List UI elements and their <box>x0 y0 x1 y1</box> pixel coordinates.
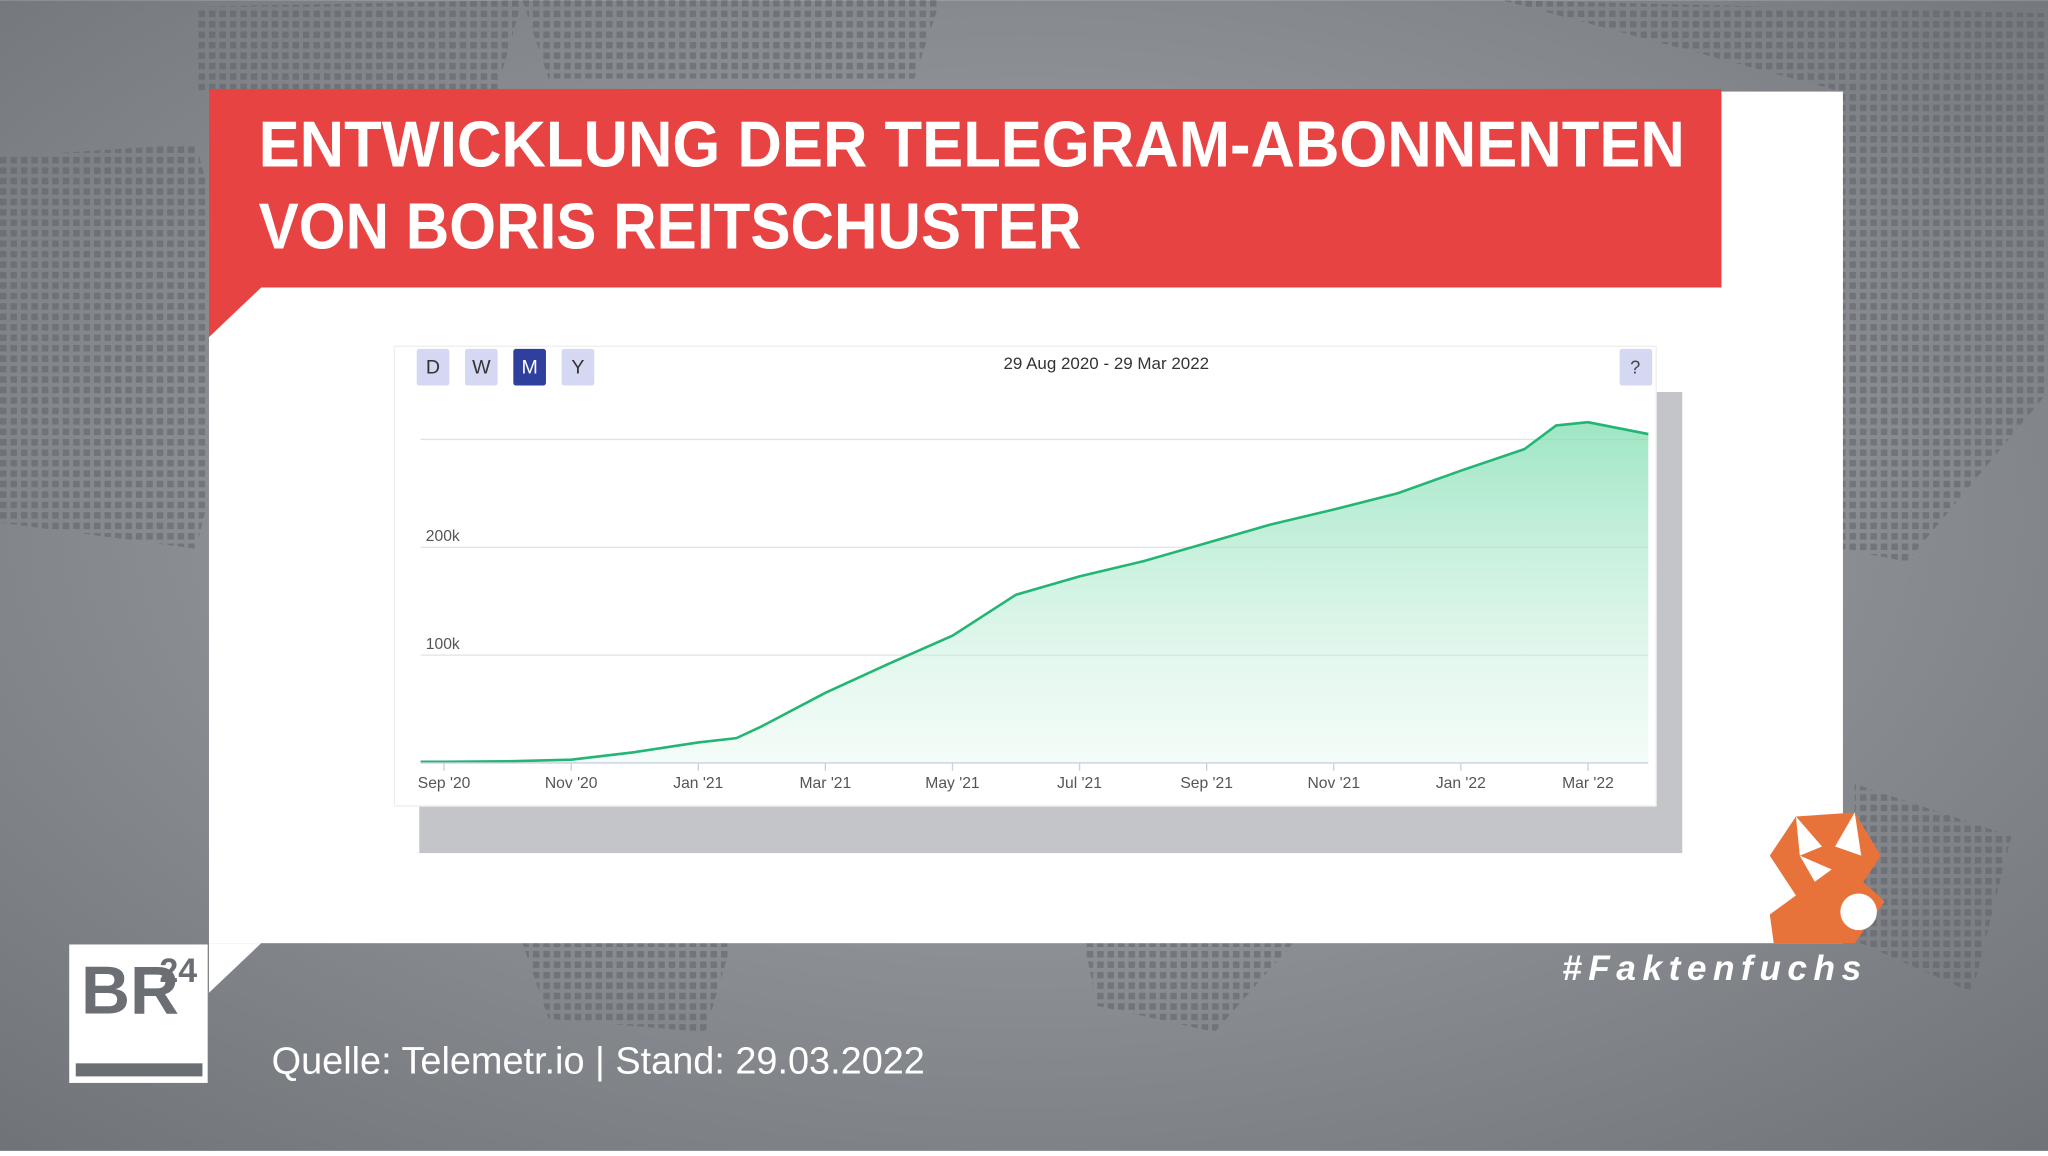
x-tick-label: Mar '21 <box>800 775 852 792</box>
fox-icon <box>1769 812 1885 944</box>
period-button[interactable] <box>513 348 546 386</box>
logo-sup: 24 <box>159 952 197 990</box>
x-tick-label: Sep '20 <box>418 775 471 792</box>
source: Quelle: Telemetr.io | Stand: 29.03.2022 <box>272 1040 925 1082</box>
x-tick-label: Nov '20 <box>545 775 598 792</box>
x-tick-label: Sep '21 <box>1180 775 1233 792</box>
period-label: Y <box>571 357 584 379</box>
date-range: 29 Aug 2020 - 29 Mar 2022 <box>1003 354 1209 373</box>
period-button[interactable] <box>464 348 498 386</box>
x-tick-label: Jan '22 <box>1436 775 1486 792</box>
logo-text: BR <box>81 953 179 1028</box>
y-tick-label: 100k <box>426 636 460 653</box>
period-label: W <box>472 357 491 379</box>
hashtag: #Faktenfuchs <box>1562 949 1868 988</box>
x-tick-label: Mar '22 <box>1562 775 1614 792</box>
period-button[interactable] <box>416 348 450 386</box>
area <box>420 422 1649 763</box>
period-button[interactable] <box>561 348 595 386</box>
title-banner <box>208 88 1722 288</box>
line <box>420 420 1649 764</box>
logo-bar <box>75 1063 203 1077</box>
period-label: D <box>426 357 440 379</box>
x-tick-label: Jan '21 <box>673 775 723 792</box>
y-tick-label: 200k <box>426 528 460 545</box>
help-label: ? <box>1630 356 1640 377</box>
world-map <box>0 0 2048 1032</box>
period-label: M <box>521 357 537 379</box>
help-button[interactable] <box>1619 348 1653 386</box>
x-tick-label: Jul '21 <box>1057 775 1102 792</box>
title: ENTWICKLUNG DER TELEGRAM-ABONNENTEN <box>259 107 1685 180</box>
br24-logo <box>69 944 208 1083</box>
title: VON BORIS REITSCHUSTER <box>259 190 1082 263</box>
x-tick-label: Nov '21 <box>1307 775 1360 792</box>
plot: 100k 200k Sep '20 Nov '20 Jan '21 Mar '21 May … <box>418 420 1649 792</box>
x-tick-label: May '21 <box>925 775 979 792</box>
